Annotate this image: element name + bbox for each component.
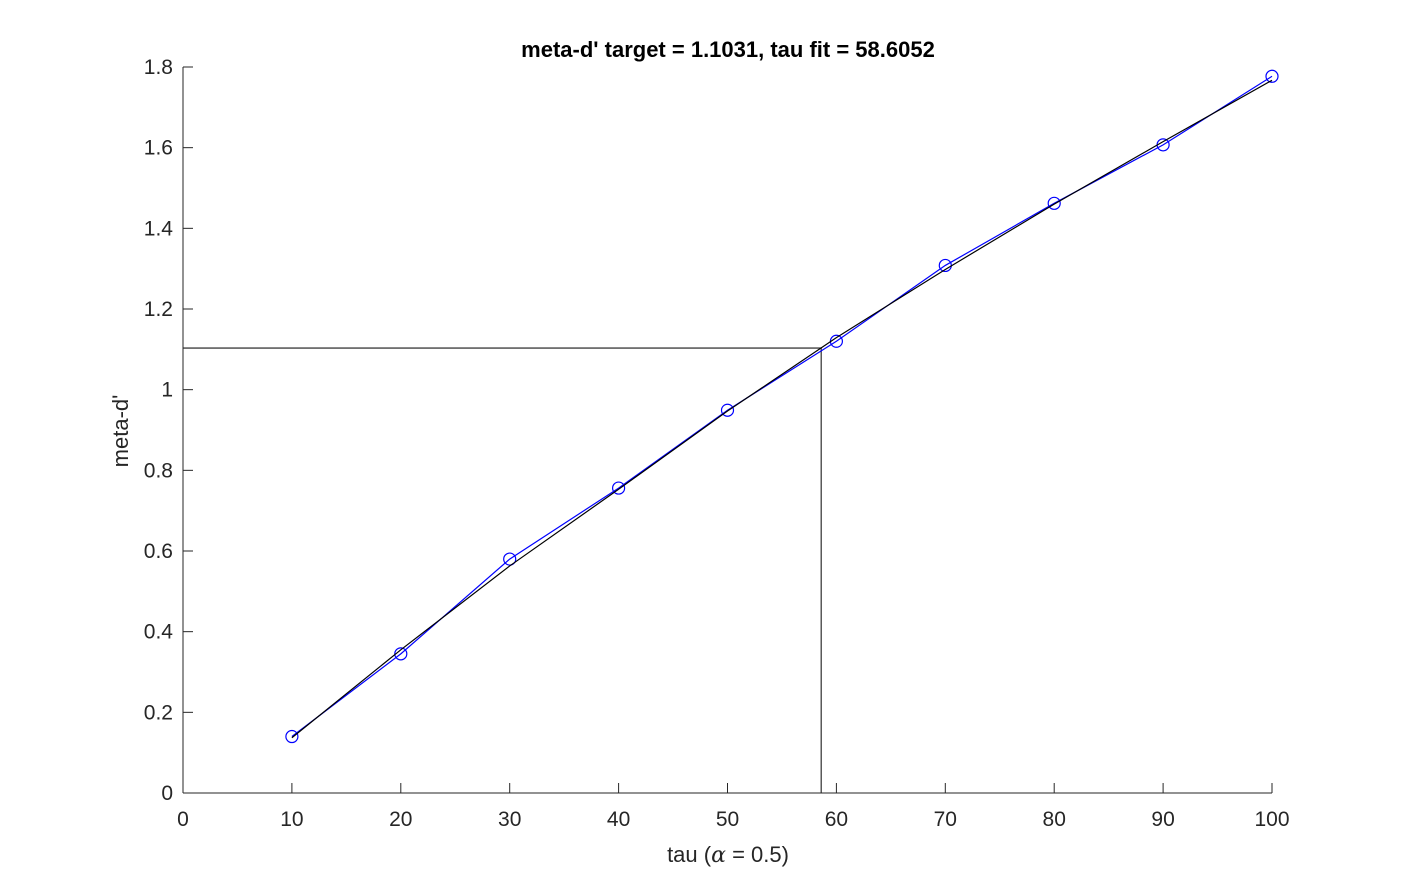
x-tick-label: 50 bbox=[716, 808, 739, 831]
x-tick-label: 60 bbox=[825, 808, 848, 831]
x-tick-label: 80 bbox=[1043, 808, 1066, 831]
y-tick-label: 1.8 bbox=[144, 56, 173, 79]
data-point bbox=[611, 481, 626, 495]
x-tick-label: 10 bbox=[280, 808, 303, 831]
x-tick-label: 90 bbox=[1151, 808, 1174, 831]
chart-title: meta-d' target = 1.1031, tau fit = 58.60… bbox=[521, 37, 935, 62]
x-tick-label: 20 bbox=[389, 808, 412, 831]
plot-area bbox=[183, 69, 1279, 793]
data-series-line bbox=[291, 75, 1273, 738]
y-tick-label: 1.2 bbox=[144, 298, 173, 321]
y-tick-label: 0.4 bbox=[144, 621, 174, 644]
x-tick-label: 100 bbox=[1254, 808, 1289, 831]
fit-series-line bbox=[291, 79, 1273, 739]
data-point bbox=[1265, 69, 1279, 83]
y-axis-label: meta-d' bbox=[108, 395, 133, 468]
data-point bbox=[285, 729, 299, 744]
x-tick-label: 0 bbox=[177, 808, 189, 831]
data-point bbox=[720, 403, 735, 417]
x-tick-label: 30 bbox=[498, 808, 521, 831]
x-tick-label: 40 bbox=[607, 808, 630, 831]
y-tick-label: 0 bbox=[161, 782, 173, 805]
data-point bbox=[503, 552, 517, 566]
y-tick-label: 1.6 bbox=[144, 137, 173, 160]
x-tick-label: 70 bbox=[934, 808, 957, 831]
data-point bbox=[1047, 196, 1061, 210]
x-axis-label-symbol: α bbox=[711, 843, 726, 868]
x-axis-label: tau (α = 0.5) bbox=[667, 842, 789, 868]
y-tick-label: 1.4 bbox=[144, 217, 174, 240]
y-tick-label: 1 bbox=[161, 379, 173, 402]
x-axis-label-prefix: tau ( bbox=[667, 842, 712, 867]
y-tick-label: 0.6 bbox=[144, 540, 173, 563]
y-tick-label: 0.2 bbox=[144, 701, 173, 724]
x-axis-label-suffix: = 0.5) bbox=[726, 842, 789, 867]
data-point bbox=[394, 647, 408, 661]
y-tick-label: 0.8 bbox=[144, 459, 173, 482]
axes: 0 10 20 30 40 50 60 70 80 90 100 0 0.2 0.4 0.6 0.8 1 1.2 1… bbox=[144, 56, 1290, 831]
